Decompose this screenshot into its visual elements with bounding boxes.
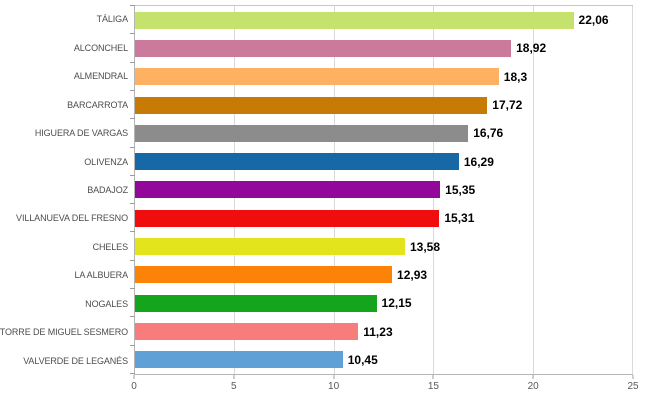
gridline	[532, 6, 534, 374]
bar-row: 12,93	[135, 261, 632, 289]
category-label: TÁLIGA	[96, 14, 129, 25]
y-axis-tick	[130, 231, 135, 233]
y-axis-tick	[130, 118, 135, 120]
y-axis-tick	[130, 174, 135, 176]
y-axis-tick	[130, 203, 135, 205]
bar-row: 18,92	[135, 34, 632, 62]
y-axis-tick	[130, 259, 135, 261]
x-axis-tick	[632, 375, 634, 379]
bar	[135, 124, 469, 142]
bar	[135, 11, 574, 29]
y-axis-tick	[130, 89, 135, 91]
category-label: ALCONCHEL	[73, 42, 128, 53]
gridline	[632, 6, 633, 374]
x-axis-label: 10	[328, 381, 340, 392]
value-label: 16,29	[463, 154, 494, 169]
category-label: VALVERDE DE LEGANÉS	[23, 355, 128, 366]
plot-area: 22,06 18,92 18,3 17,72 16,76 16,29 15,35…	[130, 5, 633, 375]
category-axis: TÁLIGA ALCONCHEL ALMENDRAL BARCARROTA HIGUER…	[0, 5, 128, 375]
value-label: 10,45	[347, 352, 378, 367]
bar	[135, 39, 512, 57]
category-label: OLIVENZA	[84, 156, 128, 167]
x-axis-label: 5	[231, 381, 237, 392]
y-axis-tick	[130, 316, 135, 318]
x-axis-label: 0	[131, 381, 137, 392]
x-axis-tick	[133, 375, 135, 379]
value-label: 15,31	[444, 211, 475, 226]
bar-row: 11,23	[135, 317, 632, 345]
x-axis-label: 15	[427, 381, 439, 392]
value-label: 18,92	[516, 41, 547, 56]
value-label: 18,3	[503, 69, 528, 84]
x-axis-tick	[233, 375, 235, 379]
category-label: CHELES	[92, 241, 129, 252]
y-axis-tick	[130, 146, 135, 148]
value-label: 22,06	[578, 13, 609, 28]
category-label: BARCARROTA	[67, 99, 128, 110]
bar-row: 18,3	[135, 63, 632, 91]
x-axis-tick	[532, 375, 534, 379]
category-label: LA ALBUERA	[74, 270, 128, 281]
category-label: ALMENDRAL	[73, 71, 128, 82]
category-label: BADAJOZ	[87, 184, 128, 195]
bar-row: 15,35	[135, 176, 632, 204]
bar	[135, 209, 440, 227]
value-label: 13,58	[409, 239, 440, 254]
x-axis-tick	[333, 375, 335, 379]
category-label: HIGUERA DE VARGAS	[34, 128, 128, 139]
category-label: VILLANUEVA DEL FRESNO	[16, 213, 128, 224]
x-axis-label: 25	[627, 381, 639, 392]
category-label: NOGALES	[85, 298, 128, 309]
bar	[135, 153, 459, 171]
y-axis-tick	[130, 344, 135, 346]
bar	[135, 323, 359, 341]
value-label: 11,23	[363, 324, 393, 339]
bar-row: 12,15	[135, 289, 632, 317]
value-label: 12,15	[381, 296, 412, 311]
value-label: 15,35	[445, 182, 476, 197]
bar	[135, 96, 488, 114]
y-axis-tick	[130, 33, 135, 35]
value-label: 17,72	[492, 98, 523, 113]
bar	[135, 351, 343, 369]
bar-row: 13,58	[135, 232, 632, 260]
x-axis-tick	[432, 375, 434, 379]
y-axis-tick	[130, 373, 135, 374]
bar	[135, 266, 393, 284]
y-axis-tick	[130, 288, 135, 290]
y-axis-tick	[130, 5, 135, 6]
value-label: 12,93	[397, 267, 428, 282]
bar	[135, 181, 441, 199]
value-label: 16,76	[473, 126, 504, 141]
x-axis: 0 5 10 15 20 25	[131, 375, 639, 397]
category-label: TORRE DE MIGUEL SESMERO	[0, 327, 128, 338]
bar-row: 22,06	[135, 6, 632, 34]
bar	[135, 68, 499, 86]
bar-row: 15,31	[135, 204, 632, 232]
y-axis-tick	[130, 61, 135, 63]
x-axis-label: 20	[527, 381, 539, 392]
bar-row: 17,72	[135, 91, 632, 119]
bar	[135, 294, 377, 312]
bar-row: 16,29	[135, 148, 632, 176]
bar-row: 16,76	[135, 119, 632, 147]
bar-row: 10,45	[135, 346, 632, 374]
bar	[135, 238, 405, 256]
